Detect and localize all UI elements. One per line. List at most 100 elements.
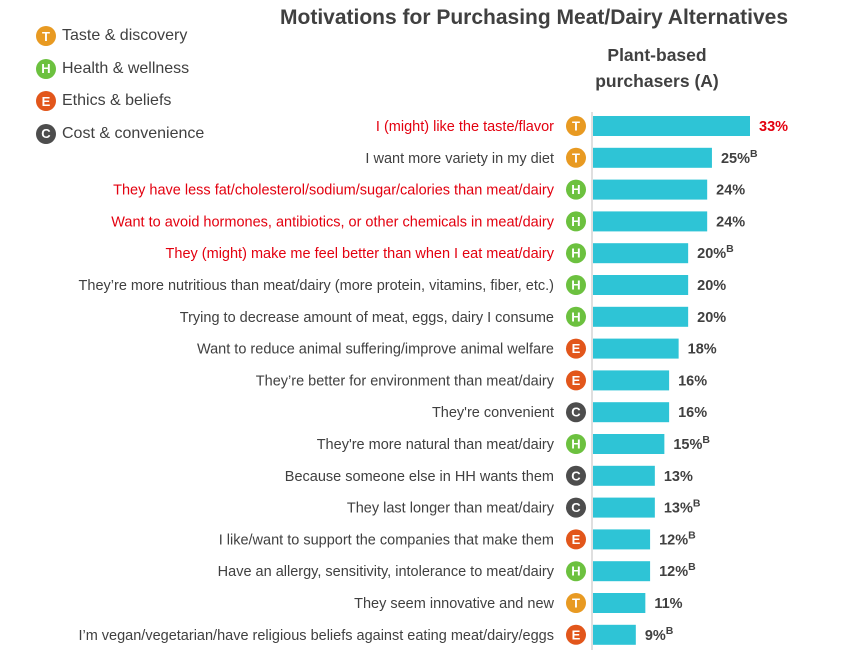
svg-text:E: E <box>572 341 581 356</box>
legend-label: Cost & convenience <box>62 124 205 142</box>
column-header-line-1: Plant-based <box>607 45 707 65</box>
category-label: They're convenient <box>432 405 554 421</box>
svg-text:T: T <box>572 596 580 611</box>
svg-text:H: H <box>571 564 580 579</box>
motivation-badge-icon: T <box>566 147 586 168</box>
category-label: I (might) like the taste/flavor <box>376 119 554 135</box>
bar <box>593 434 665 454</box>
category-label: Because someone else in HH wants them <box>285 469 554 485</box>
value-label: 9%B <box>645 625 674 644</box>
bar <box>593 179 708 200</box>
motivation-badge-icon: T <box>566 593 586 613</box>
category-label: They (might) make me feel better than wh… <box>166 246 555 262</box>
bar <box>593 243 689 264</box>
svg-text:H: H <box>571 246 580 261</box>
value-label: 11% <box>654 596 682 612</box>
category-label: They have less fat/cholesterol/sodium/su… <box>113 183 555 199</box>
svg-text:C: C <box>571 468 581 483</box>
category-label: Have an allergy, sensitivity, intoleranc… <box>218 564 555 580</box>
category-label: They last longer than meat/dairy <box>347 501 555 517</box>
svg-text:E: E <box>572 532 581 547</box>
motivation-badge-icon: E <box>566 624 586 645</box>
motivation-badge-icon: C <box>566 465 586 486</box>
motivation-badge-icon: E <box>566 529 586 550</box>
legend-label: Taste & discovery <box>62 27 188 45</box>
value-label: 16% <box>678 405 707 421</box>
column-header: Plant-based purchasers (A) <box>574 42 740 94</box>
bar <box>593 529 651 550</box>
motivation-badge-icon: H <box>566 561 586 582</box>
motivation-badge-icon: H <box>566 243 586 264</box>
svg-text:H: H <box>571 182 580 197</box>
category-label: I’m vegan/vegetarian/have religious beli… <box>78 628 554 644</box>
bar <box>593 211 708 232</box>
cost-badge-icon: C <box>36 123 56 144</box>
value-label: 15%B <box>673 434 710 453</box>
legend-item-ethics: E Ethics & beliefs <box>36 85 204 118</box>
bar <box>593 370 670 391</box>
svg-text:E: E <box>572 627 581 642</box>
motivation-badge-icon: C <box>566 402 586 423</box>
ethics-badge-icon: E <box>36 91 56 112</box>
value-label: 13% <box>664 469 693 485</box>
value-label: 13%B <box>664 498 701 517</box>
category-label: They’re more nutritious than meat/dairy … <box>79 278 554 294</box>
svg-text:H: H <box>571 437 580 452</box>
value-label: 24% <box>716 214 745 230</box>
legend-item-health: H Health & wellness <box>36 53 204 86</box>
bar <box>593 306 689 327</box>
column-header-line-2: purchasers (A) <box>595 71 719 91</box>
svg-text:H: H <box>571 309 580 324</box>
bar <box>593 402 670 423</box>
motivation-badge-icon: H <box>566 306 586 327</box>
category-label: Want to avoid hormones, antibiotics, or … <box>111 214 554 230</box>
value-label: 20% <box>697 310 726 326</box>
category-label: They’re better for environment than meat… <box>256 373 555 389</box>
legend: T Taste & discovery H Health & wellness … <box>36 20 204 150</box>
bar <box>593 116 750 136</box>
bar <box>593 465 655 486</box>
legend-label: Ethics & beliefs <box>62 92 172 110</box>
value-label: 12%B <box>659 529 696 548</box>
category-label: They're more natural than meat/dairy <box>317 437 555 453</box>
motivation-badge-icon: H <box>566 179 586 200</box>
value-label: 24% <box>716 183 745 199</box>
motivation-badge-icon: E <box>566 370 586 391</box>
motivation-badge-icon: H <box>566 275 586 295</box>
category-label: I like/want to support the companies tha… <box>219 532 554 548</box>
legend-label: Health & wellness <box>62 59 190 77</box>
category-label: Want to reduce animal suffering/improve … <box>197 342 554 358</box>
svg-text:C: C <box>571 500 581 515</box>
motivation-badge-icon: C <box>566 497 586 518</box>
svg-text:T: T <box>572 119 580 134</box>
value-label: 33% <box>759 119 788 135</box>
value-label: 20% <box>697 278 726 294</box>
bar <box>593 338 679 359</box>
svg-text:H: H <box>571 278 580 293</box>
legend-item-taste: T Taste & discovery <box>36 20 204 53</box>
chart-title: Motivations for Purchasing Meat/Dairy Al… <box>280 6 789 29</box>
taste-badge-icon: T <box>36 26 56 47</box>
svg-text:H: H <box>571 214 580 229</box>
bar <box>593 624 636 645</box>
value-label: 20%B <box>697 243 734 262</box>
svg-text:E: E <box>572 373 581 388</box>
svg-text:T: T <box>572 150 580 165</box>
category-label: I want more variety in my diet <box>365 151 554 167</box>
motivation-badge-icon: T <box>566 116 586 136</box>
health-badge-icon: H <box>36 58 56 79</box>
bar <box>593 147 712 168</box>
motivation-badge-icon: H <box>566 434 586 454</box>
value-label: 18% <box>688 342 717 358</box>
bar <box>593 275 689 295</box>
motivation-badge-icon: E <box>566 338 586 359</box>
value-label: 25%B <box>721 148 758 167</box>
category-label: They seem innovative and new <box>354 596 554 612</box>
bar <box>593 561 651 582</box>
category-label: Trying to decrease amount of meat, eggs,… <box>180 310 554 326</box>
value-label: 12%B <box>659 561 696 580</box>
legend-item-cost: C Cost & convenience <box>36 118 204 151</box>
bar <box>593 593 646 613</box>
motivation-badge-icon: H <box>566 211 586 232</box>
